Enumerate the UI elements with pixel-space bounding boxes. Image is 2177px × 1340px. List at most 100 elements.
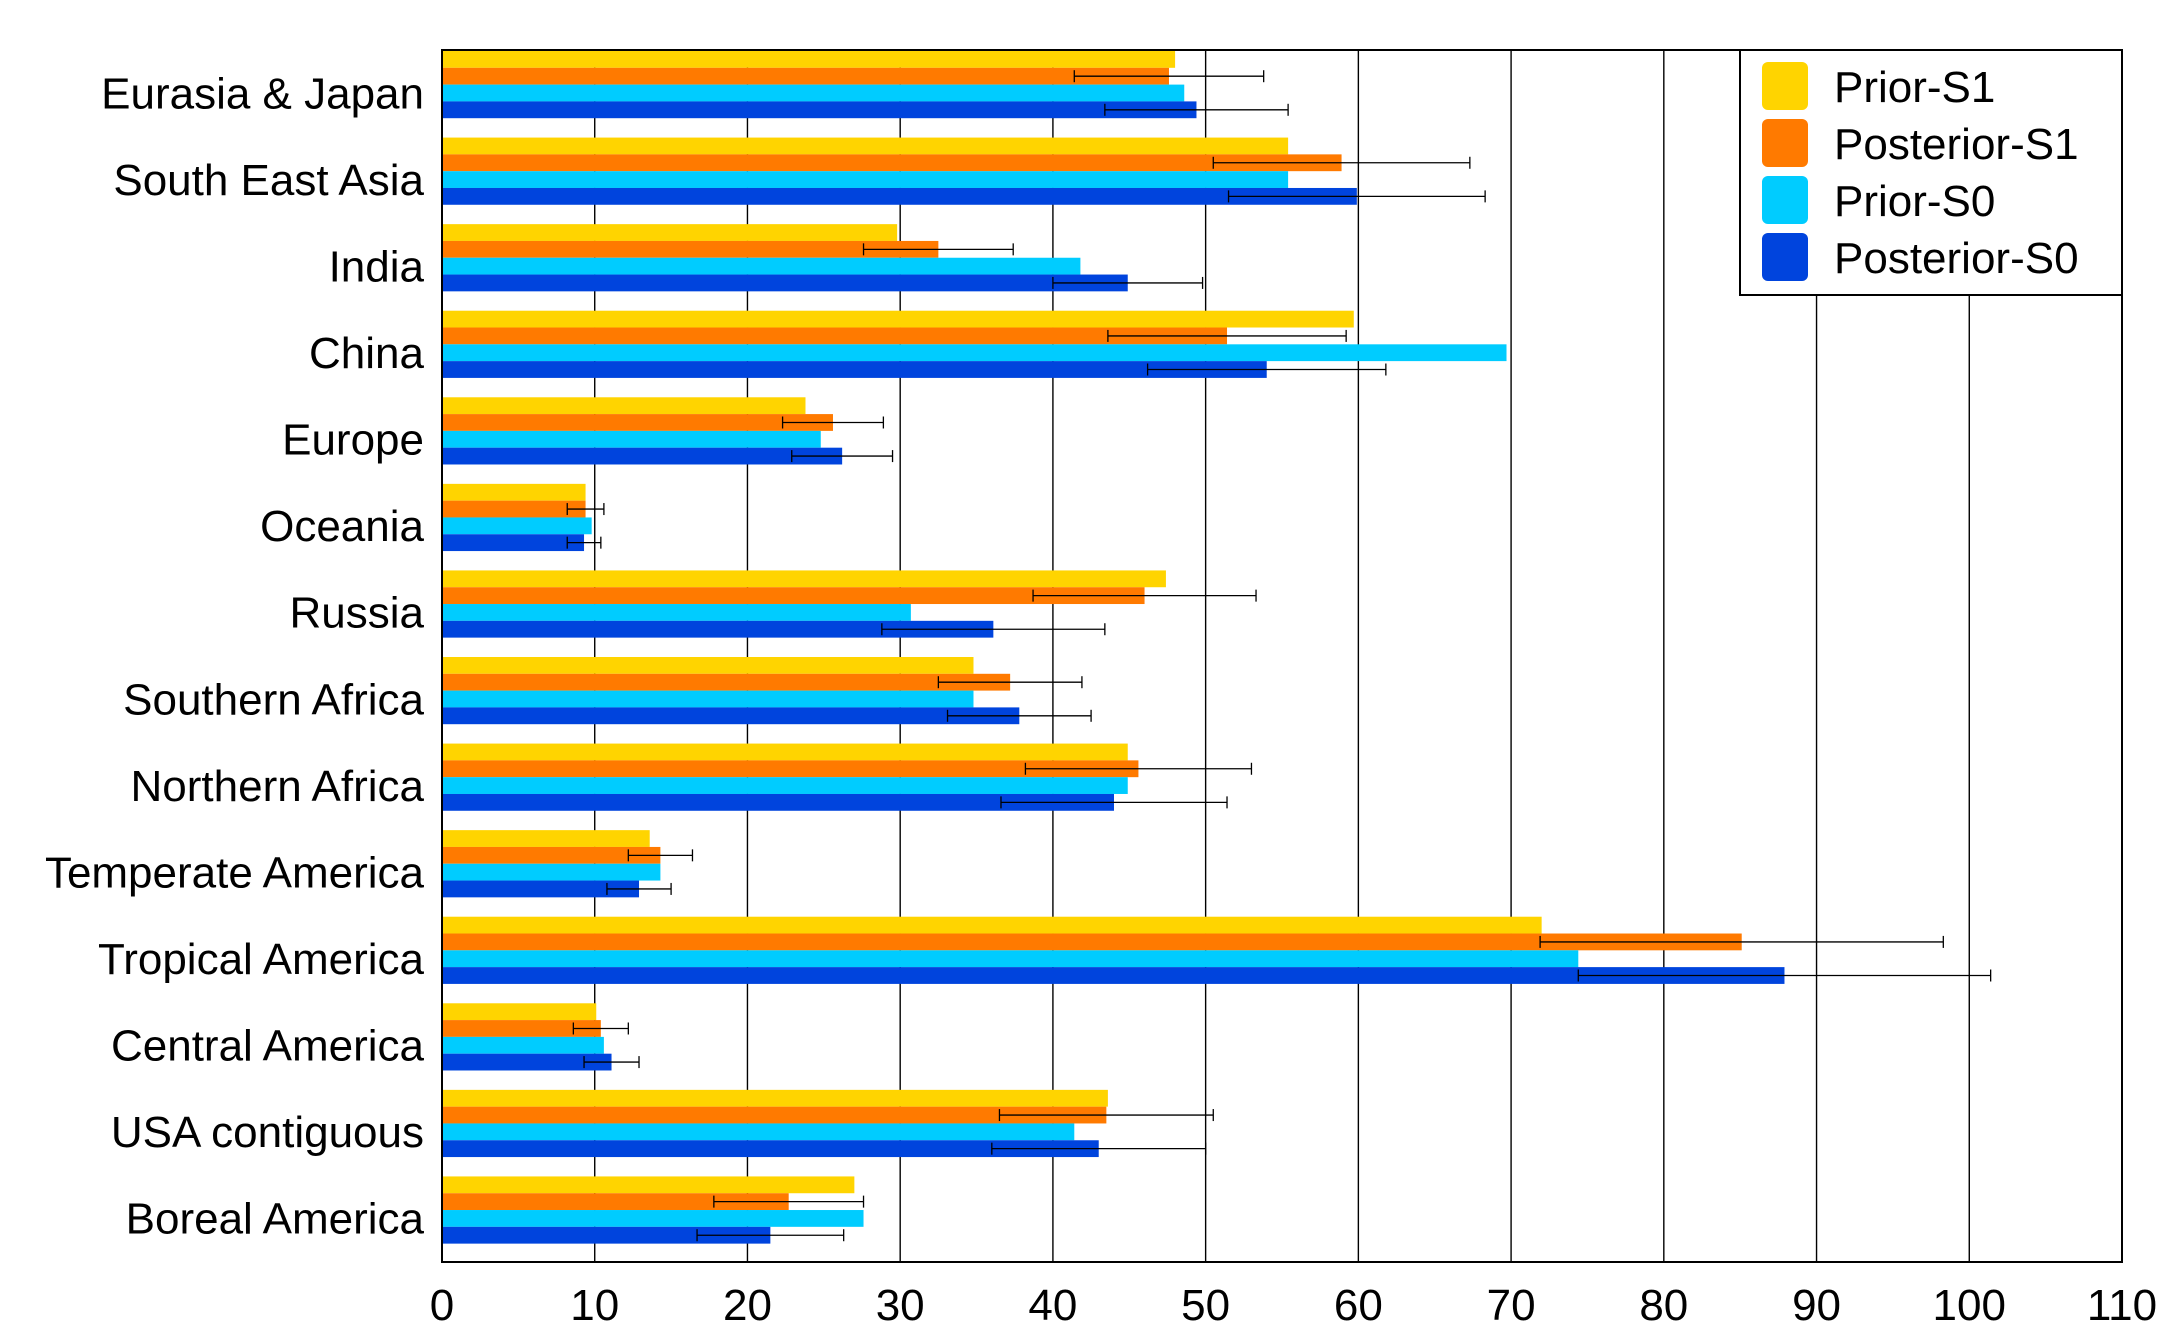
- bar-china-posterior-s0: [442, 361, 1267, 378]
- legend-label-posterior-s1: Posterior-S1: [1834, 120, 2079, 169]
- error-bar-oceania-posterior-s1: [566, 503, 605, 516]
- legend-swatch-prior-s0: [1762, 176, 1808, 224]
- error-bar-india-posterior-s1: [862, 243, 1014, 256]
- bar-temperate-america-posterior-s1: [442, 846, 661, 864]
- bar-oceania-prior-s1: [442, 483, 586, 501]
- error-bar-china-posterior-s0: [1146, 363, 1387, 376]
- error-bar-usa-contiguous-posterior-s1: [998, 1109, 1214, 1122]
- error-bar-oceania-posterior-s0: [566, 536, 602, 549]
- bar-europe-prior-s1: [442, 397, 806, 415]
- bar-southern-africa-posterior-s1: [442, 673, 1011, 691]
- legend-swatch-posterior-s1: [1762, 119, 1808, 167]
- bar-oceania-posterior-s1: [442, 500, 586, 518]
- error-bar-eurasia-japan-posterior-s1: [1073, 70, 1265, 83]
- bar-tropical-america-prior-s1: [442, 916, 1542, 934]
- bar-temperate-america-prior-s0: [442, 863, 661, 881]
- bar-temperate-america-prior-s1: [442, 830, 650, 847]
- error-bar-eurasia-japan-posterior-s0: [1104, 103, 1289, 116]
- bar-boreal-america-prior-s1: [442, 1176, 855, 1194]
- category-label-india: India: [329, 242, 425, 291]
- x-tick-label-90: 90: [1792, 1281, 1841, 1330]
- bar-usa-contiguous-posterior-s0: [442, 1140, 1099, 1158]
- x-tick-label-20: 20: [723, 1281, 772, 1330]
- error-bar-tropical-america-posterior-s1: [1539, 935, 1944, 948]
- x-tick-label-80: 80: [1639, 1281, 1688, 1330]
- error-bar-central-america-posterior-s0: [583, 1056, 640, 1069]
- category-label-europe: Europe: [282, 416, 424, 465]
- error-bar-china-posterior-s1: [1107, 329, 1347, 342]
- bar-usa-contiguous-prior-s1: [442, 1089, 1108, 1107]
- error-bar-europe-posterior-s1: [781, 416, 885, 429]
- category-label-central-america: Central America: [111, 1022, 425, 1071]
- legend-label-prior-s1: Prior-S1: [1834, 63, 1995, 112]
- legend-swatch-posterior-s0: [1762, 233, 1808, 281]
- bar-northern-africa-posterior-s0: [442, 793, 1114, 811]
- error-bar-temperate-america-posterior-s1: [627, 849, 694, 862]
- error-bar-tropical-america-posterior-s0: [1577, 969, 1992, 982]
- error-bar-northern-africa-posterior-s0: [1000, 796, 1228, 809]
- bar-northern-africa-prior-s1: [442, 743, 1128, 761]
- bar-boreal-america-prior-s0: [442, 1210, 864, 1227]
- bar-india-posterior-s0: [442, 274, 1128, 292]
- bar-boreal-america-posterior-s1: [442, 1193, 789, 1211]
- plot-frame: [441, 49, 2123, 1263]
- category-label-temperate-america: Temperate America: [45, 848, 425, 897]
- bar-south-east-asia-posterior-s0: [442, 187, 1357, 205]
- bar-usa-contiguous-posterior-s1: [442, 1106, 1107, 1124]
- category-label-russia: Russia: [290, 589, 425, 638]
- bar-russia-posterior-s0: [442, 620, 994, 638]
- legend: Prior-S1 Posterior-S1 Prior-S0 Posterior-S0: [1739, 49, 2123, 296]
- bar-northern-africa-prior-s0: [442, 777, 1128, 794]
- bar-eurasia-japan-prior-s1: [442, 51, 1176, 68]
- error-bar-russia-posterior-s1: [1032, 589, 1257, 602]
- legend-label-posterior-s0: Posterior-S0: [1834, 234, 2079, 283]
- x-tick-label-100: 100: [1933, 1281, 2006, 1330]
- category-labels: Eurasia & Japan South East Asia India China…: [45, 69, 425, 1243]
- bar-oceania-posterior-s0: [442, 534, 585, 552]
- bar-tropical-america-posterior-s0: [442, 967, 1785, 984]
- x-tick-label-40: 40: [1028, 1281, 1077, 1330]
- bar-russia-posterior-s1: [442, 587, 1145, 605]
- x-tick-label-60: 60: [1334, 1281, 1383, 1330]
- bar-southern-africa-prior-s0: [442, 690, 974, 708]
- bar-europe-posterior-s1: [442, 414, 833, 431]
- bar-south-east-asia-posterior-s1: [442, 154, 1342, 172]
- bar-eurasia-japan-prior-s0: [442, 84, 1185, 102]
- x-tick-label-50: 50: [1181, 1281, 1230, 1330]
- bar-boreal-america-posterior-s0: [442, 1226, 771, 1244]
- error-bar-northern-africa-posterior-s1: [1024, 762, 1253, 775]
- legend-swatch-prior-s1: [1762, 62, 1808, 110]
- bar-europe-prior-s0: [442, 430, 821, 448]
- category-label-boreal-america: Boreal America: [126, 1195, 425, 1244]
- x-tick-label-110: 110: [2087, 1281, 2157, 1330]
- error-bar-boreal-america-posterior-s1: [713, 1195, 865, 1208]
- category-label-usa-contiguous: USA contiguous: [111, 1108, 424, 1157]
- bars: [442, 51, 1785, 1244]
- bar-eurasia-japan-posterior-s0: [442, 101, 1197, 119]
- category-label-china: China: [309, 329, 424, 378]
- category-label-northern-africa: Northern Africa: [131, 762, 425, 811]
- error-bar-india-posterior-s0: [1052, 276, 1204, 289]
- x-tick-label-0: 0: [430, 1281, 454, 1330]
- x-tick-labels: 0 10 20 30 40 50 60 70 80 90 100 110: [430, 1281, 2157, 1330]
- bar-russia-prior-s1: [442, 570, 1166, 588]
- error-bar-southern-africa-posterior-s0: [946, 709, 1092, 722]
- bar-tropical-america-prior-s0: [442, 950, 1579, 968]
- bar-temperate-america-posterior-s0: [442, 880, 640, 898]
- error-bar-south-east-asia-posterior-s0: [1227, 190, 1486, 203]
- bar-northern-africa-posterior-s1: [442, 760, 1139, 778]
- error-bar-boreal-america-posterior-s0: [696, 1229, 845, 1242]
- bar-central-america-prior-s0: [442, 1036, 604, 1054]
- bar-india-prior-s1: [442, 224, 898, 241]
- x-tick-label-30: 30: [876, 1281, 925, 1330]
- error-bar-europe-posterior-s0: [791, 450, 894, 463]
- bar-south-east-asia-prior-s1: [442, 137, 1289, 155]
- bar-russia-prior-s0: [442, 604, 911, 621]
- error-bar-south-east-asia-posterior-s1: [1212, 156, 1471, 169]
- error-bar-usa-contiguous-posterior-s0: [991, 1142, 1207, 1155]
- bar-southern-africa-posterior-s0: [442, 707, 1020, 725]
- category-label-tropical-america: Tropical America: [98, 935, 425, 984]
- bar-central-america-posterior-s0: [442, 1053, 612, 1071]
- error-bar-russia-posterior-s0: [881, 623, 1106, 636]
